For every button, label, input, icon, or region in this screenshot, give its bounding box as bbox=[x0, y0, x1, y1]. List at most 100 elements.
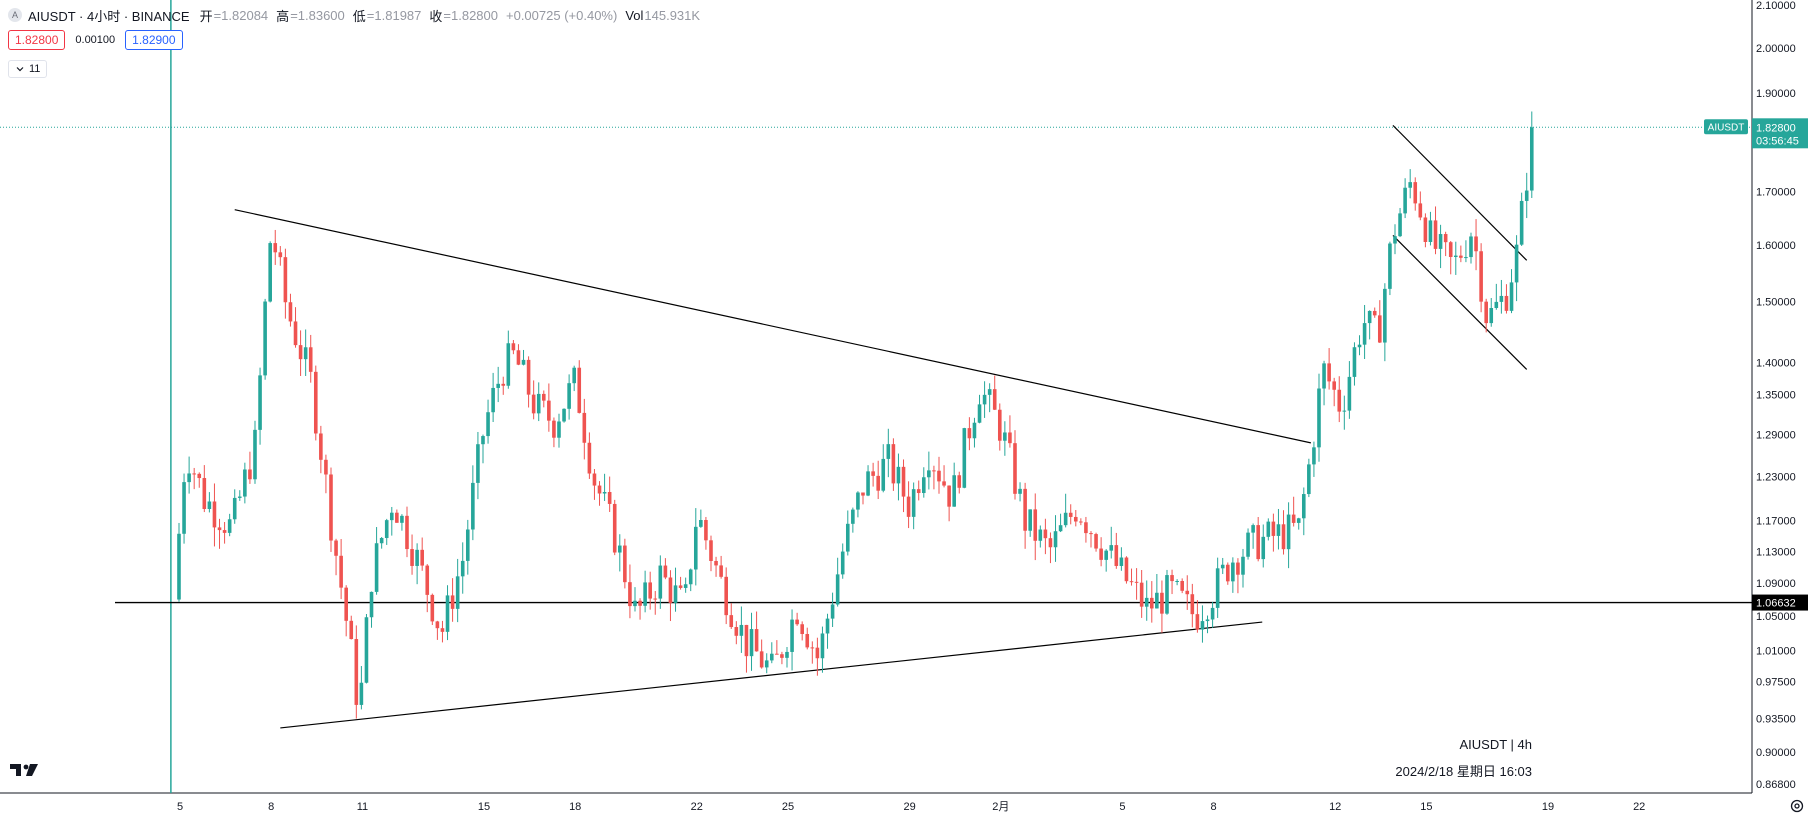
candle-body bbox=[455, 576, 460, 609]
buy-price-button[interactable]: 1.82900 bbox=[125, 30, 183, 50]
candle-body bbox=[1149, 597, 1154, 609]
candle-body bbox=[1165, 575, 1169, 614]
time-tick-label: 15 bbox=[1420, 801, 1432, 813]
candle-body bbox=[334, 540, 338, 556]
candle-body bbox=[921, 477, 926, 494]
symbol-logo-icon[interactable]: A bbox=[8, 8, 22, 22]
candle-body bbox=[1109, 545, 1114, 551]
candle-body bbox=[552, 420, 556, 438]
high-value: =1.83600 bbox=[290, 7, 345, 23]
candle-body bbox=[1322, 363, 1326, 389]
candle-body bbox=[587, 442, 592, 474]
candle-body bbox=[1251, 525, 1255, 533]
candle-body bbox=[1094, 534, 1098, 549]
candle-body bbox=[1428, 220, 1433, 242]
candle-body bbox=[1129, 581, 1134, 583]
candle-body bbox=[384, 520, 389, 539]
candle-body bbox=[526, 359, 531, 395]
candle-body bbox=[313, 371, 318, 434]
candle-body bbox=[435, 621, 440, 629]
spread-value: 0.00100 bbox=[75, 34, 116, 46]
candle-body bbox=[1068, 512, 1073, 517]
candle-body bbox=[815, 647, 820, 659]
candle-body bbox=[835, 574, 840, 605]
candle-body bbox=[258, 375, 262, 430]
candle-body bbox=[987, 389, 992, 395]
candle-body bbox=[916, 489, 921, 494]
candle-body bbox=[1013, 443, 1017, 494]
time-tick-label: 29 bbox=[903, 801, 915, 813]
candle-body bbox=[623, 545, 627, 583]
candle-body bbox=[339, 555, 343, 588]
candle-body bbox=[1509, 282, 1514, 311]
candle-body bbox=[1144, 597, 1149, 607]
candle-body bbox=[739, 624, 744, 636]
last-price-tag-box bbox=[1752, 118, 1808, 149]
price-tick-label: 1.13000 bbox=[1756, 546, 1796, 558]
candle-body bbox=[1499, 295, 1504, 302]
candle-body bbox=[410, 549, 414, 566]
price-tick-label: 1.60000 bbox=[1756, 240, 1796, 252]
candle-body bbox=[501, 383, 506, 386]
time-tick-label: 8 bbox=[1211, 801, 1217, 813]
candle-body bbox=[329, 474, 333, 541]
candle-body bbox=[876, 475, 880, 491]
candle-body bbox=[486, 412, 490, 437]
candle-body bbox=[1099, 548, 1103, 560]
candle-body bbox=[1256, 525, 1260, 560]
chevron-down-icon bbox=[16, 67, 24, 72]
time-tick-label: 15 bbox=[478, 801, 490, 813]
candle-body bbox=[1246, 532, 1250, 557]
candle-body bbox=[1459, 255, 1463, 258]
candle-body bbox=[906, 496, 911, 517]
candle-body bbox=[1220, 564, 1225, 569]
candle-body bbox=[648, 582, 652, 599]
candle-body bbox=[891, 444, 896, 484]
trendline-upper-triangle bbox=[234, 209, 1312, 444]
candle-body bbox=[1185, 590, 1190, 595]
candle-body bbox=[1453, 255, 1458, 257]
symbol-title[interactable]: AIUSDT · 4小时 · BINANCE bbox=[28, 8, 190, 24]
settings-gear-icon[interactable] bbox=[1788, 797, 1806, 815]
candle-body bbox=[1519, 200, 1524, 245]
candle-body bbox=[1190, 594, 1195, 615]
candle-body bbox=[937, 470, 941, 482]
time-tick-label: 8 bbox=[268, 801, 274, 813]
candle-body bbox=[749, 629, 754, 657]
candle-body bbox=[663, 565, 668, 578]
candle-body bbox=[263, 301, 267, 376]
candle-body bbox=[628, 582, 632, 607]
candle-body bbox=[932, 470, 936, 472]
candle-body bbox=[759, 651, 764, 668]
candle-body bbox=[562, 408, 566, 422]
candle-body bbox=[1134, 581, 1139, 583]
candle-body bbox=[1079, 521, 1083, 523]
candle-body bbox=[288, 302, 293, 322]
candle-body bbox=[1038, 529, 1043, 541]
price-tick-label: 0.90000 bbox=[1756, 747, 1796, 759]
candle-body bbox=[668, 577, 673, 603]
candle-body bbox=[227, 519, 232, 533]
candle-body bbox=[278, 252, 283, 258]
candle-body bbox=[222, 530, 227, 533]
candle-body bbox=[1291, 514, 1296, 523]
candle-body bbox=[1236, 562, 1240, 575]
level-tag-box bbox=[1752, 594, 1808, 611]
candle-body bbox=[1479, 251, 1483, 302]
candle-body bbox=[192, 473, 196, 475]
candle-body bbox=[1474, 236, 1478, 252]
candle-body bbox=[805, 634, 810, 648]
drawings-layer bbox=[0, 0, 1752, 793]
time-tick-label: 22 bbox=[691, 801, 703, 813]
candle-body bbox=[1347, 376, 1352, 411]
indicators-toggle-button[interactable]: 11 bbox=[8, 60, 48, 78]
tradingview-logo-icon[interactable] bbox=[10, 762, 42, 778]
time-tick-label: 19 bbox=[1542, 801, 1554, 813]
candle-body bbox=[825, 618, 830, 634]
candle-body bbox=[359, 682, 364, 705]
change-value: +0.00725 (+0.40%) bbox=[506, 7, 618, 23]
sell-price-button[interactable]: 1.82800 bbox=[8, 30, 66, 50]
countdown-label: 03:56:45 bbox=[1756, 135, 1799, 147]
